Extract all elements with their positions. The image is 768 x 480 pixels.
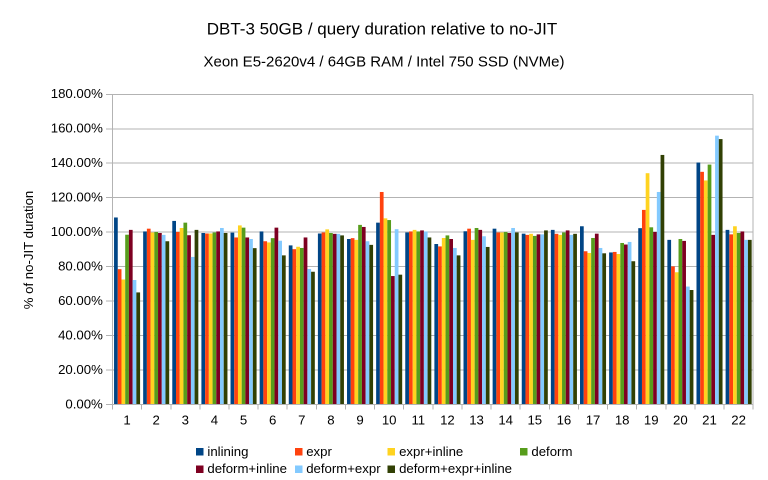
svg-text:2: 2 [153, 413, 160, 428]
svg-text:inlining: inlining [207, 444, 248, 459]
svg-text:17: 17 [586, 413, 601, 428]
svg-text:7: 7 [298, 413, 305, 428]
svg-text:deform: deform [531, 444, 572, 459]
svg-text:13: 13 [469, 413, 484, 428]
svg-text:14: 14 [498, 413, 513, 428]
svg-text:% of no-JIT duration: % of no-JIT duration [21, 191, 36, 310]
svg-text:11: 11 [411, 413, 425, 428]
svg-text:180.00%: 180.00% [51, 86, 103, 101]
svg-text:100.00%: 100.00% [51, 224, 103, 239]
svg-text:40.00%: 40.00% [58, 327, 103, 342]
svg-text:deform+inline: deform+inline [207, 461, 287, 476]
svg-text:9: 9 [356, 413, 363, 428]
svg-text:120.00%: 120.00% [51, 190, 103, 205]
svg-text:80.00%: 80.00% [58, 258, 103, 273]
svg-text:deform+expr+inline: deform+expr+inline [399, 461, 512, 476]
svg-text:1: 1 [123, 413, 130, 428]
svg-text:10: 10 [382, 413, 397, 428]
svg-text:expr+inline: expr+inline [399, 444, 463, 459]
svg-text:20.00%: 20.00% [58, 362, 103, 377]
svg-text:19: 19 [644, 413, 659, 428]
svg-text:Xeon E5-2620v4 / 64GB RAM / In: Xeon E5-2620v4 / 64GB RAM / Intel 750 SS… [203, 53, 564, 70]
svg-text:expr: expr [306, 444, 332, 459]
svg-text:0.00%: 0.00% [65, 396, 103, 411]
svg-text:21: 21 [702, 413, 717, 428]
svg-text:3: 3 [182, 413, 189, 428]
svg-text:20: 20 [673, 413, 688, 428]
svg-text:6: 6 [269, 413, 276, 428]
svg-text:60.00%: 60.00% [58, 293, 103, 308]
svg-text:16: 16 [557, 413, 572, 428]
svg-text:12: 12 [440, 413, 455, 428]
svg-text:4: 4 [211, 413, 218, 428]
svg-text:18: 18 [615, 413, 630, 428]
svg-text:deform+expr: deform+expr [306, 461, 381, 476]
svg-text:15: 15 [527, 413, 542, 428]
svg-text:DBT-3 50GB / query duration re: DBT-3 50GB / query duration relative to … [207, 19, 558, 38]
svg-text:8: 8 [327, 413, 334, 428]
svg-text:5: 5 [240, 413, 247, 428]
svg-text:140.00%: 140.00% [51, 155, 103, 170]
svg-text:22: 22 [731, 413, 746, 428]
svg-text:160.00%: 160.00% [51, 121, 103, 136]
